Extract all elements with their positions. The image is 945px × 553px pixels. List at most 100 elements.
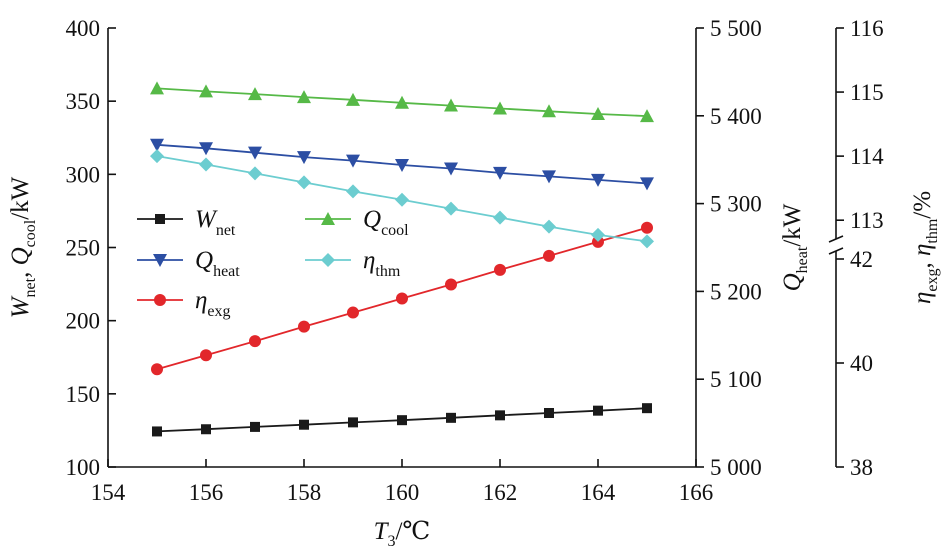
data-point-etaexg [494,263,506,276]
axes: 100 150 200 250 300 350 400 154 156 158 160 162 164 1… [7,16,941,550]
legend-marker [321,212,335,225]
right-axis-1-title-part: heat [794,246,811,273]
data-point-etaexg [151,363,163,376]
right-axis-1-title-part: Q [779,273,806,291]
data-point-qheat [591,173,605,187]
data-point-etathm [199,157,213,172]
data-point-wnet [593,405,603,416]
data-point-wnet [495,410,505,421]
x-axis-title: T3/℃ [374,518,431,550]
x-axis-title-part: /℃ [395,518,430,545]
left-tick-label: 300 [66,162,101,187]
right2-tick-label: 115 [850,80,884,105]
data-point-qheat [150,138,164,152]
left-axis-title-part: net [22,277,39,297]
data-point-qcool [297,90,311,104]
series-etaexg [151,221,653,376]
data-point-etaexg [543,249,555,262]
legend-label-sub: heat [213,263,240,280]
right-axis-2-title-part: η [909,292,936,304]
right-axis-2-title-part: /% [909,191,936,219]
left-axis-title-part: /kW [7,176,34,219]
data-point-etaexg [249,335,261,348]
legend-label-sub: exg [207,303,230,320]
data-point-etathm [542,219,556,234]
series-layer [150,81,654,437]
legend-item-qheat: Qheat [137,247,240,280]
series-wnet [152,403,652,437]
legend-item-qcool: Qcool [305,206,409,239]
data-point-etathm [297,175,311,190]
data-point-etathm [640,234,654,249]
x-tick-label: 164 [581,480,616,505]
data-point-etaexg [347,306,359,319]
x-tick-label: 156 [189,480,224,505]
data-point-etathm [444,201,458,216]
legend-item-etaexg: ηexg [137,287,231,320]
data-point-qheat [640,177,654,191]
data-point-qcool [444,98,458,112]
data-point-wnet [642,403,652,414]
left-axis-title-part: Q [7,247,34,265]
right1-tick-label: 5 000 [710,455,762,480]
data-point-qcool [542,104,556,118]
right2-tick-label: 116 [850,16,884,41]
left-tick-label: 400 [66,16,101,41]
legend-label: ηthm [363,247,401,280]
data-point-qcool [591,107,605,121]
left-axis-title-part: , [7,265,34,278]
data-point-qheat [297,151,311,165]
right-axis-1-title-part: /kW [779,203,806,246]
legend-label-main: η [195,287,207,314]
x-axis-title-part: T [374,518,390,545]
data-point-qheat [395,158,409,172]
data-point-wnet [250,421,260,432]
axis-break-mark [828,235,844,243]
data-point-qcool [493,101,507,115]
x-tick-label: 162 [483,480,518,505]
series-etathm [150,149,654,249]
data-point-qheat [248,146,262,160]
data-point-qheat [493,166,507,180]
data-point-etathm [346,184,360,199]
data-point-etathm [150,149,164,164]
legend-marker [154,294,166,306]
right2-tick-label: 114 [850,144,884,169]
right-axis-2-title-part: thm [924,218,941,243]
left-tick-label: 100 [66,455,101,480]
data-point-etathm [248,166,262,181]
right-axis-2-title-part: η [909,244,936,256]
legend-item-etathm: ηthm [305,247,401,280]
right-axis-2-title-part: exg [924,269,941,292]
legend-label-sub: cool [381,222,409,239]
right2-tick-label: 40 [850,351,873,376]
left-tick-label: 150 [66,382,101,407]
right1-tick-label: 5 100 [710,367,762,392]
data-point-etaexg [641,221,653,234]
left-axis-title: Wnet, Qcool/kW [7,176,39,318]
legend-label-sub: net [216,222,236,239]
right-axis-2-title: ηexg, ηthm/% [909,191,941,304]
legend-item-wnet: Wnet [137,206,236,239]
right1-tick-label: 5 400 [710,104,762,129]
series-qheat [150,138,654,191]
data-point-wnet [201,424,211,435]
right2-tick-label: 42 [850,247,873,272]
data-point-etaexg [200,349,212,362]
legend-label-main: Q [363,206,381,233]
axis-break-mark [828,247,844,255]
right1-tick-label: 5 200 [710,279,762,304]
right-axis-2-title-part: , [909,256,936,269]
series-qcool [150,81,654,123]
data-point-qheat [444,162,458,176]
x-tick-label: 154 [91,480,126,505]
data-point-etathm [395,192,409,207]
data-point-wnet [152,426,162,437]
legend-label-sub: thm [375,263,400,280]
data-point-qcool [395,95,409,109]
data-point-wnet [299,419,309,430]
data-point-etaexg [396,292,408,305]
x-axis-title-part: 3 [387,533,395,550]
data-point-qheat [542,170,556,184]
